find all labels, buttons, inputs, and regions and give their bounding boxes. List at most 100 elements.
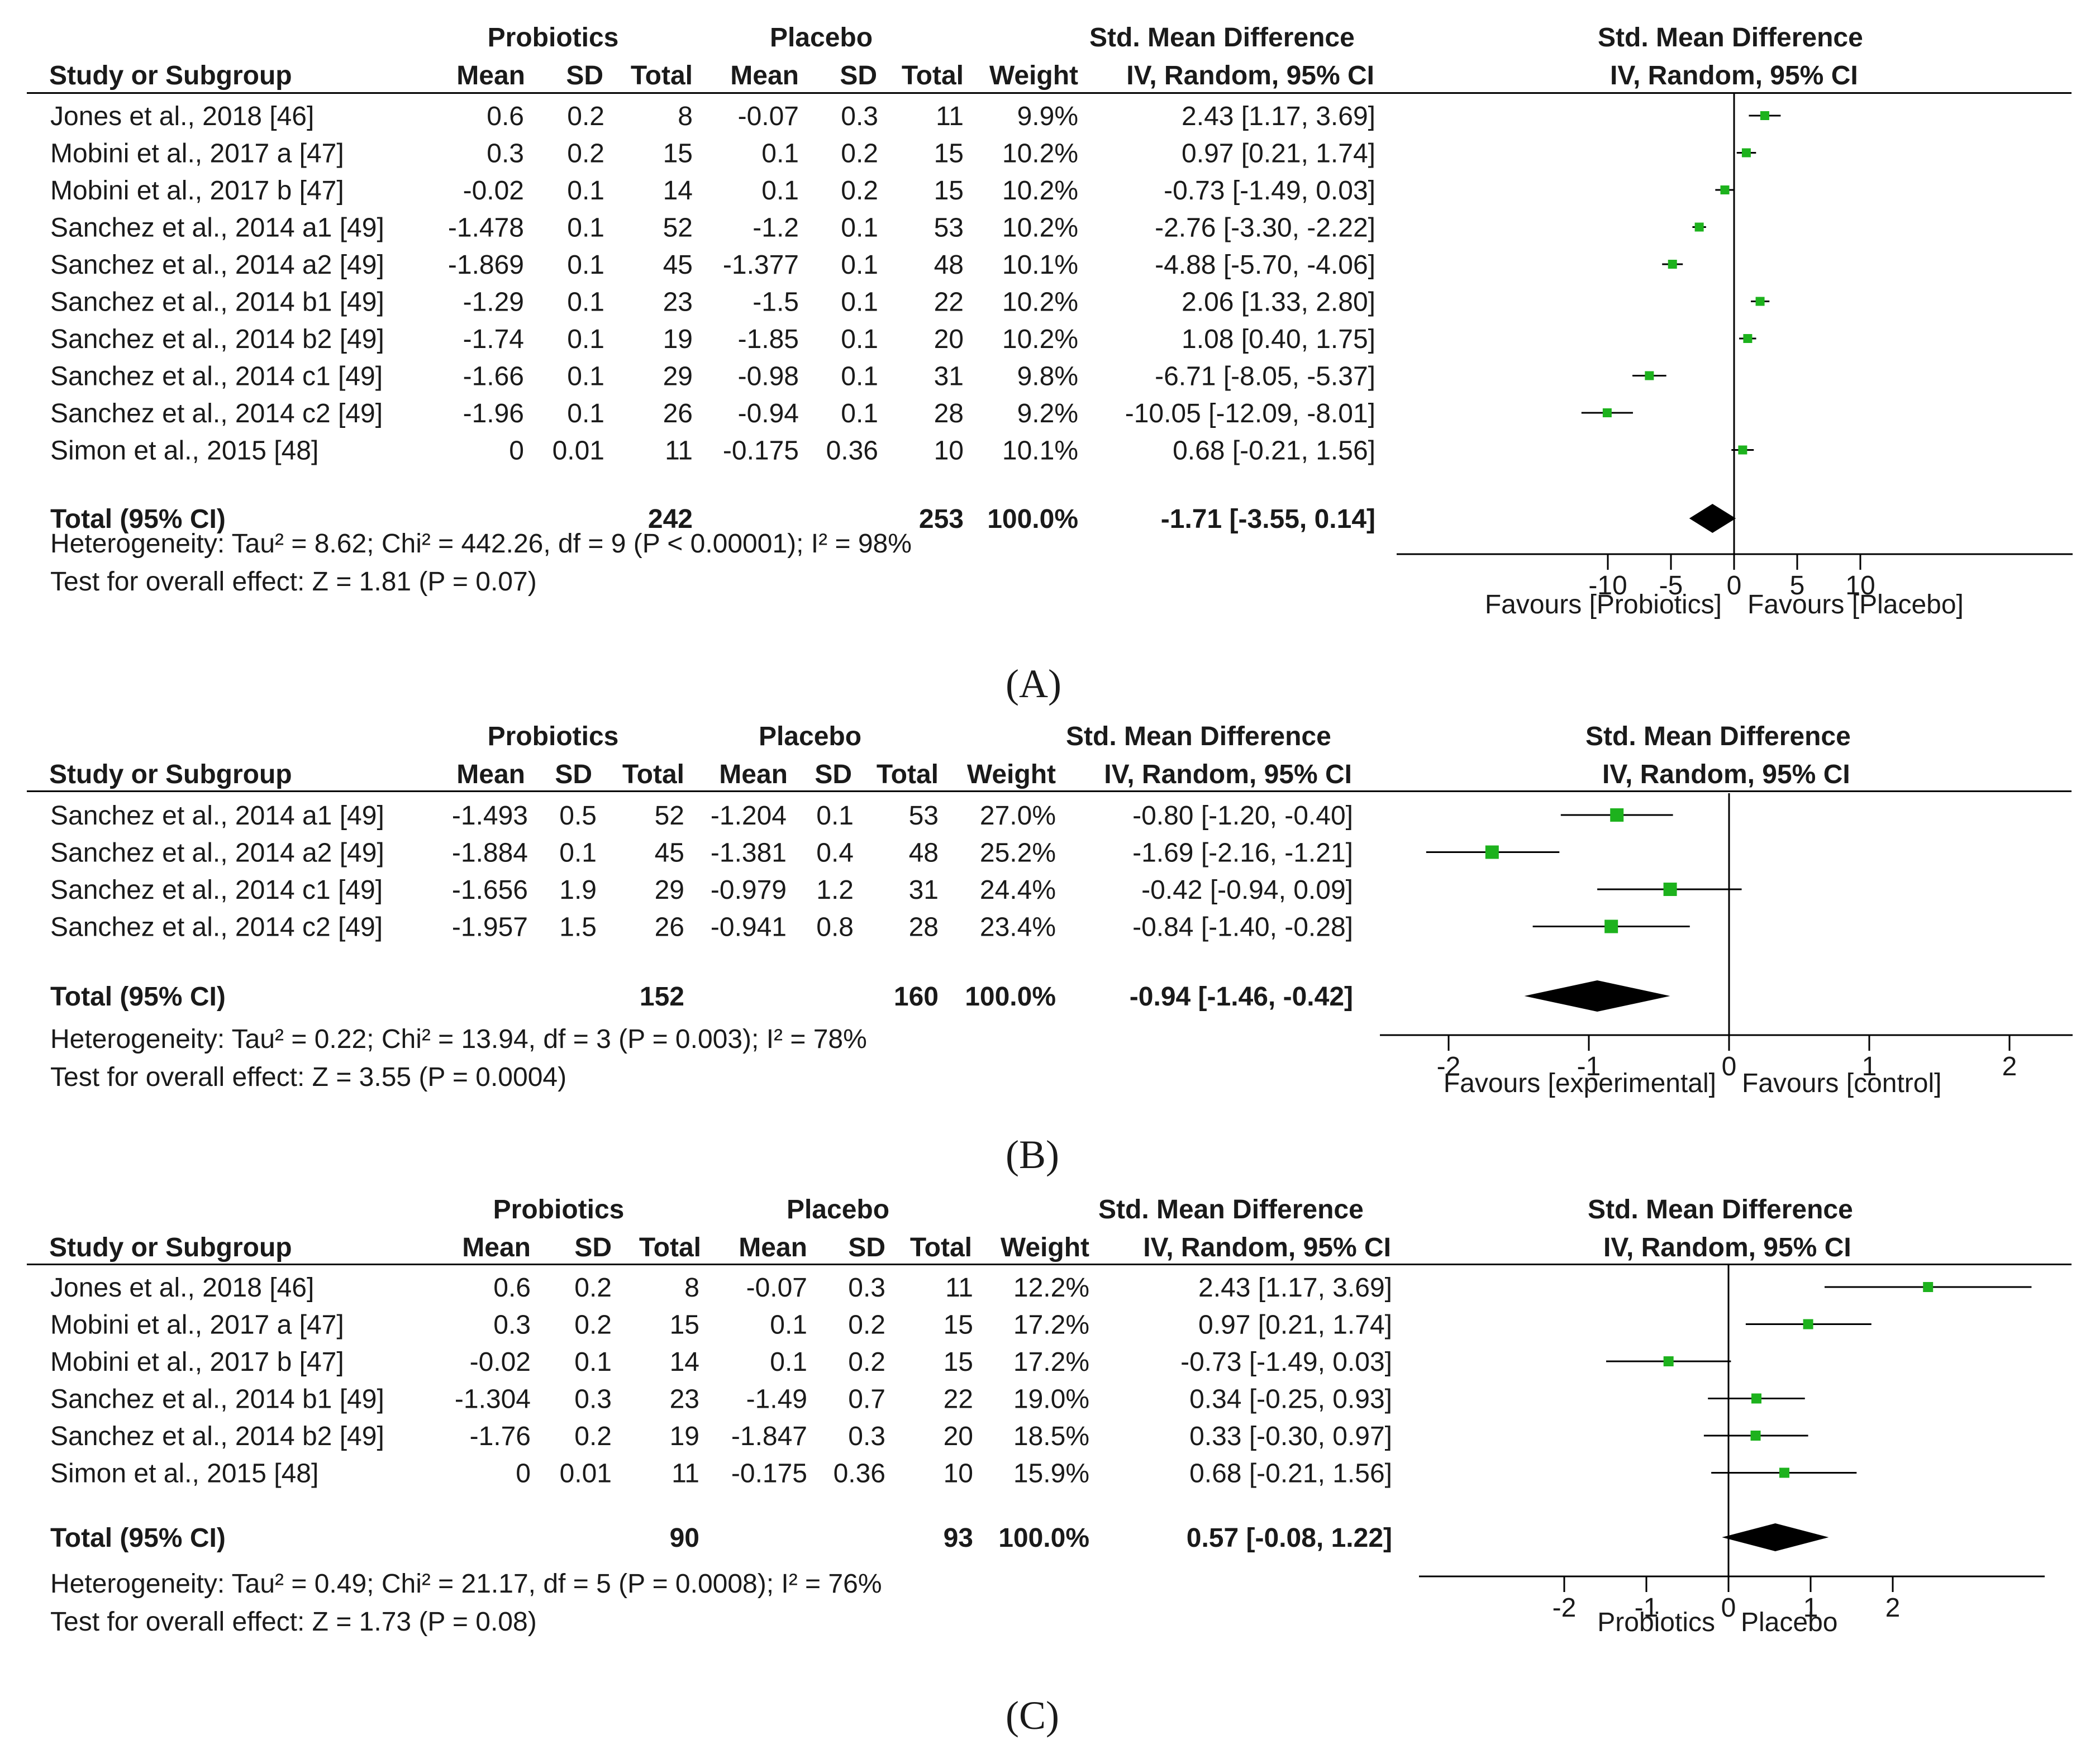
effect-marker — [1668, 260, 1677, 269]
header-rule — [27, 1264, 2072, 1265]
favours-right-label: Placebo — [1741, 1608, 1837, 1637]
x-tick-label: 0 — [1721, 1593, 1736, 1623]
placebo-sd: 0.7 — [848, 1385, 885, 1414]
probiotics-total: 8 — [678, 102, 693, 131]
placebo-total: 31 — [934, 362, 964, 392]
x-tick-label: -1 — [1577, 1052, 1601, 1081]
probiotics-sd: 0.2 — [567, 139, 604, 169]
placebo-total: 53 — [934, 213, 964, 243]
effect-marker — [1923, 1282, 1934, 1292]
heterogeneity-text: Heterogeneity: Tau² = 0.22; Chi² = 13.94… — [50, 1024, 867, 1054]
col-mean-1: Mean — [456, 61, 525, 90]
effect-marker — [1610, 808, 1624, 822]
probiotics-group-header: Probiotics — [487, 23, 619, 53]
probiotics-group-header: Probiotics — [493, 1195, 625, 1224]
panel-label-b: (B) — [1006, 1132, 1059, 1177]
study-name: Jones et al., 2018 [46] — [50, 1273, 314, 1303]
effect-marker — [1741, 148, 1751, 158]
effect-marker — [1694, 222, 1704, 232]
forest-panel-a: Probiotics Placebo Std. Mean Difference … — [0, 0, 2100, 721]
probiotics-sd: 0.1 — [567, 176, 604, 206]
placebo-sd: 0.3 — [848, 1422, 885, 1451]
probiotics-total: 26 — [655, 913, 684, 942]
placebo-mean: 0.1 — [770, 1347, 807, 1377]
col-mean-1: Mean — [456, 760, 525, 789]
favours-left-label: Probiotics — [1597, 1608, 1715, 1637]
probiotics-total: 8 — [684, 1273, 699, 1303]
placebo-mean: -1.85 — [738, 325, 799, 354]
probiotics-total: 23 — [663, 288, 693, 317]
study-ci-text: -0.80 [-1.20, -0.40] — [1132, 801, 1353, 831]
pooled-diamond — [1689, 504, 1736, 533]
total-label: Total (95% CI) — [50, 982, 226, 1012]
forest-panel-c: Probiotics Placebo Std. Mean Difference … — [0, 1173, 2100, 1749]
probiotics-sd: 0.01 — [560, 1459, 612, 1489]
x-tick-label: 0 — [1722, 1052, 1737, 1081]
probiotics-sd: 0.2 — [574, 1422, 612, 1451]
effect-marker — [1743, 334, 1753, 343]
study-weight: 17.2% — [1013, 1310, 1089, 1340]
placebo-total: 10 — [934, 436, 964, 466]
placebo-sd: 0.1 — [816, 801, 854, 831]
favours-left-label: Favours [Probiotics] — [1485, 590, 1722, 619]
study-name: Sanchez et al., 2014 b1 [49] — [50, 1385, 384, 1414]
placebo-mean: -1.377 — [723, 250, 799, 280]
study-ci-text: -0.42 [-0.94, 0.09] — [1141, 875, 1353, 905]
col-study: Study or Subgroup — [49, 760, 292, 789]
placebo-sd: 0.3 — [848, 1273, 885, 1303]
probiotics-sd: 0.2 — [574, 1273, 612, 1303]
placebo-mean: -1.204 — [711, 801, 787, 831]
study-weight: 25.2% — [980, 838, 1056, 868]
placebo-total: 15 — [944, 1310, 973, 1340]
placebo-total: 15 — [934, 176, 964, 206]
heterogeneity-text: Heterogeneity: Tau² = 0.49; Chi² = 21.17… — [50, 1569, 882, 1599]
placebo-group-header: Placebo — [769, 23, 873, 53]
x-tick-label: 1 — [1862, 1052, 1877, 1081]
probiotics-mean: 0 — [509, 436, 524, 466]
overall-effect-text: Test for overall effect: Z = 1.73 (P = 0… — [50, 1607, 537, 1637]
study-ci-text: -1.69 [-2.16, -1.21] — [1132, 838, 1353, 868]
study-ci-text: -0.84 [-1.40, -0.28] — [1132, 913, 1353, 942]
col-total-1: Total — [622, 760, 684, 789]
probiotics-sd: 0.1 — [567, 213, 604, 243]
study-ci-text: 0.97 [0.21, 1.74] — [1182, 139, 1375, 169]
study-name: Sanchez et al., 2014 c1 [49] — [50, 875, 383, 905]
study-weight: 12.2% — [1013, 1273, 1089, 1303]
effect-marker — [1779, 1467, 1789, 1478]
study-weight: 19.0% — [1013, 1385, 1089, 1414]
study-weight: 10.2% — [1002, 325, 1078, 354]
probiotics-mean: -1.884 — [452, 838, 528, 868]
study-name: Sanchez et al., 2014 b2 [49] — [50, 1422, 384, 1451]
probiotics-mean: -1.96 — [463, 399, 524, 428]
probiotics-total: 52 — [655, 801, 684, 831]
probiotics-mean: -1.304 — [455, 1385, 531, 1414]
col-sd-1: SD — [566, 61, 603, 90]
placebo-mean: -0.07 — [746, 1273, 807, 1303]
study-weight: 27.0% — [980, 801, 1056, 831]
study-weight: 9.2% — [1017, 399, 1078, 428]
effect-marker — [1663, 883, 1677, 896]
probiotics-mean: 0.3 — [487, 139, 524, 169]
probiotics-mean: 0.6 — [487, 102, 524, 131]
probiotics-sd: 0.1 — [567, 362, 604, 392]
x-tick-label: -2 — [1553, 1593, 1577, 1623]
col-weight: Weight — [989, 61, 1078, 90]
probiotics-mean: -1.29 — [463, 288, 524, 317]
smd-plot-header: Std. Mean Difference — [1598, 23, 1863, 53]
study-weight: 17.2% — [1013, 1347, 1089, 1377]
placebo-total: 10 — [944, 1459, 973, 1489]
placebo-mean: -0.941 — [711, 913, 787, 942]
probiotics-total: 23 — [670, 1385, 699, 1414]
study-ci-text: -6.71 [-8.05, -5.37] — [1155, 362, 1375, 392]
probiotics-total: 45 — [663, 250, 693, 280]
forest-plot-c: -2 -1 0 1 2 Probiotics Placebo Jones et al., 20… — [50, 1265, 2045, 1637]
placebo-mean: -0.07 — [738, 102, 799, 131]
study-weight: 10.2% — [1002, 176, 1078, 206]
placebo-mean: -1.2 — [753, 213, 799, 243]
x-tick-label: -1 — [1635, 1593, 1659, 1623]
placebo-sd: 1.2 — [816, 875, 854, 905]
probiotics-mean: -0.02 — [463, 176, 524, 206]
placebo-total: 48 — [909, 838, 939, 868]
effect-marker — [1604, 919, 1618, 933]
total-weight: 100.0% — [965, 982, 1056, 1012]
